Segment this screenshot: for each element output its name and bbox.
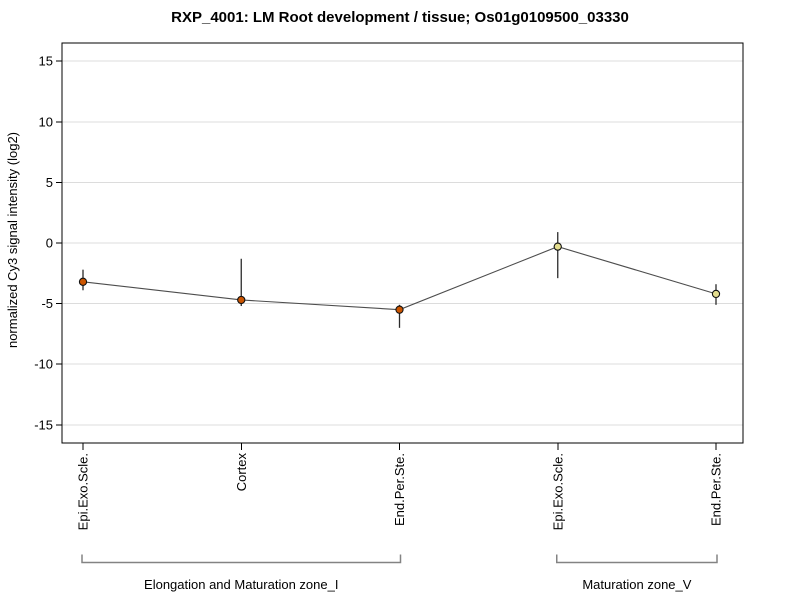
data-point: [78, 277, 88, 286]
x-tick-label: Cortex: [234, 453, 249, 492]
y-tick-label: -10: [34, 357, 53, 372]
data-point: [711, 289, 721, 299]
y-tick-label: -5: [41, 296, 53, 311]
series-line: [82, 246, 717, 311]
data-point: [395, 305, 404, 314]
y-tick-label: -15: [34, 417, 53, 432]
y-tick-label: 10: [39, 114, 53, 129]
data-point: [237, 295, 246, 305]
group-bracket: [81, 554, 402, 564]
y-tick-label: 0: [46, 236, 53, 251]
x-tick-label: Epi.Exo.Scle.: [550, 453, 565, 530]
group-label: Maturation zone_V: [582, 577, 691, 592]
x-tick-label: End.Per.Ste.: [392, 453, 407, 526]
x-tick-label: Epi.Exo.Scle.: [76, 453, 91, 530]
data-point: [553, 242, 562, 251]
y-tick-label: 15: [39, 54, 53, 69]
x-tick-label: End.Per.Ste.: [709, 453, 724, 526]
chart-title: RXP_4001: LM Root development / tissue; …: [171, 9, 629, 26]
y-tick-label: 5: [46, 175, 53, 190]
group-label: Elongation and Maturation zone_I: [144, 577, 338, 592]
group-bracket: [556, 554, 718, 564]
